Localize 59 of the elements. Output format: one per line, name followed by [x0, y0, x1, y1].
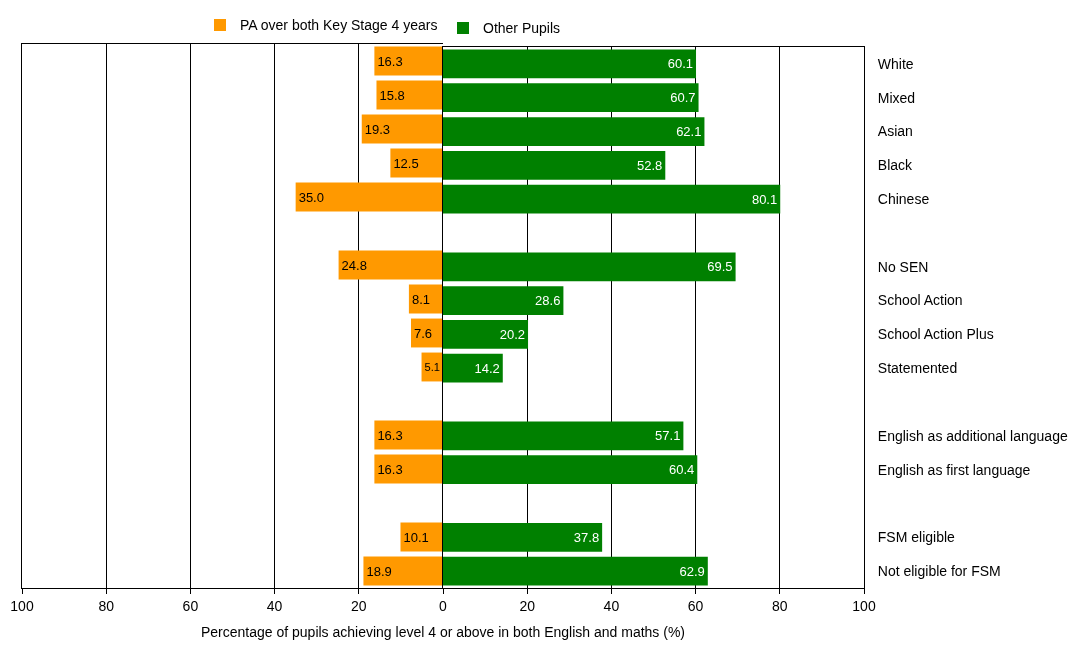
- data-label: 62.9: [679, 563, 705, 579]
- data-label: 10.1: [403, 529, 429, 545]
- y-tick-label: School Action Plus: [877, 326, 994, 343]
- x-tick-label: 80: [772, 597, 788, 614]
- y-tick-label: White: [877, 55, 914, 72]
- data-label: 7.6: [414, 325, 433, 341]
- x-tick-label: 20: [519, 597, 536, 614]
- y-tick-label: English as additional language: [877, 427, 1068, 444]
- y-tick-label: Not eligible for FSM: [877, 562, 1001, 579]
- data-label: 60.4: [668, 462, 695, 478]
- data-label: 16.3: [377, 461, 403, 477]
- y-tick-label: Statemented: [877, 360, 958, 377]
- data-label: 80.1: [751, 191, 778, 207]
- x-tick-label: 20: [351, 597, 367, 614]
- y-tick-label: Mixed: [877, 89, 916, 106]
- x-tick-label: 60: [182, 597, 199, 614]
- legend-label: PA over both Key Stage 4 years: [240, 17, 438, 34]
- data-label: 8.1: [411, 291, 430, 307]
- y-tick-label: FSM eligible: [877, 529, 956, 546]
- data-label: 57.1: [655, 428, 681, 444]
- x-tick-label: 80: [98, 597, 115, 614]
- data-label: 18.9: [366, 563, 392, 579]
- data-label: 16.3: [377, 53, 403, 69]
- data-label: 69.5: [707, 259, 733, 275]
- bar: [363, 556, 443, 586]
- y-tick-label: Chinese: [877, 191, 930, 208]
- y-tick-label: Black: [877, 157, 914, 174]
- x-tick-label: 100: [10, 597, 34, 614]
- data-label: 28.6: [535, 293, 561, 309]
- data-label: 35.0: [298, 189, 324, 205]
- bar: [374, 420, 443, 450]
- bar: [374, 46, 443, 76]
- data-label: 37.8: [573, 529, 600, 545]
- x-axis-title: Percentage of pupils achieving level 4 or above in both English and maths (%): [200, 624, 686, 640]
- x-tick-label: 40: [603, 597, 620, 614]
- data-label: 52.8: [636, 157, 663, 173]
- bar: [361, 114, 443, 144]
- data-label: 14.2: [474, 360, 500, 376]
- data-label: 16.3: [377, 427, 403, 443]
- x-tick-label: 40: [266, 597, 283, 614]
- data-label: 62.1: [676, 124, 702, 140]
- y-tick-label: Asian: [877, 123, 913, 140]
- data-label: 20.2: [499, 326, 526, 342]
- legend-label: Other Pupils: [483, 20, 561, 37]
- x-tick-label: 0: [439, 597, 448, 614]
- bar: [374, 454, 443, 484]
- data-label: 12.5: [393, 155, 419, 171]
- data-label: 60.1: [667, 56, 694, 72]
- y-tick-label: School Action: [877, 292, 963, 309]
- x-tick-label: 60: [687, 597, 704, 614]
- data-label: 19.3: [364, 121, 391, 137]
- x-tick-label: 100: [852, 597, 876, 614]
- data-label: 24.8: [341, 257, 367, 273]
- data-label: 60.7: [670, 90, 696, 106]
- bar: [376, 80, 443, 110]
- y-tick-label: English as first language: [877, 461, 1031, 478]
- data-label: 15.8: [379, 87, 405, 103]
- data-label: 5.1: [424, 360, 440, 373]
- y-tick-label: No SEN: [877, 258, 929, 275]
